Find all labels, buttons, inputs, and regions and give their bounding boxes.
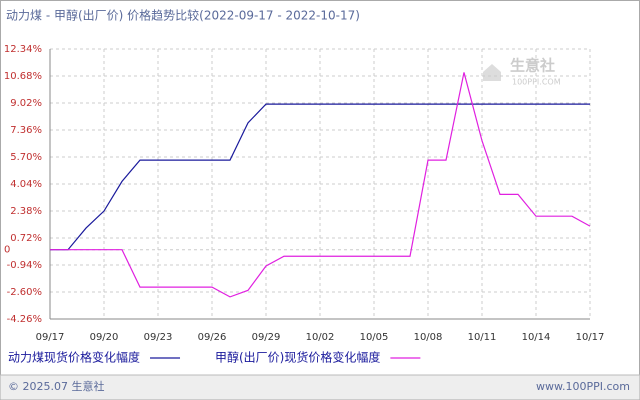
x-tick-label: 10/02 bbox=[306, 332, 335, 343]
footer-bar bbox=[0, 375, 640, 400]
y-tick-label: -4.26% bbox=[7, 314, 42, 325]
x-tick-label: 09/23 bbox=[144, 332, 173, 343]
x-tick-label: 09/29 bbox=[252, 332, 281, 343]
y-tick-label: -0.94% bbox=[7, 260, 42, 271]
x-tick-label: 10/17 bbox=[576, 332, 605, 343]
y-tick-label: 0.72% bbox=[10, 233, 42, 244]
y-tick-label: 10.68% bbox=[4, 71, 42, 82]
x-tick-label: 10/05 bbox=[360, 332, 389, 343]
y-tick-label: 7.36% bbox=[10, 125, 42, 136]
series-line bbox=[50, 72, 591, 298]
x-tick-label: 09/26 bbox=[198, 332, 227, 343]
x-tick-label: 10/11 bbox=[468, 332, 497, 343]
y-tick-label: 0 bbox=[4, 245, 10, 256]
watermark-icon bbox=[483, 64, 501, 81]
y-tick-label: 9.02% bbox=[10, 98, 42, 109]
site-url: www.100PPI.com bbox=[536, 380, 630, 393]
chart-title: 动力煤 - 甲醇(出厂价) 价格趋势比较(2022-09-17 - 2022-1… bbox=[6, 8, 360, 23]
series-line bbox=[50, 103, 590, 251]
y-tick-label: -2.60% bbox=[7, 287, 42, 298]
y-tick-label: 12.34% bbox=[4, 44, 42, 55]
x-tick-label: 09/17 bbox=[36, 332, 65, 343]
x-tick-label: 09/20 bbox=[90, 332, 119, 343]
y-tick-label: 5.70% bbox=[10, 152, 42, 163]
legend-label: 甲醇(出厂价)现货价格变化幅度 bbox=[215, 350, 380, 365]
x-tick-label: 10/08 bbox=[414, 332, 443, 343]
y-tick-label: 4.04% bbox=[10, 179, 42, 190]
x-tick-label: 10/14 bbox=[522, 332, 551, 343]
watermark-name: 生意社 bbox=[510, 57, 555, 75]
copyright: © 2025.07 生意社 bbox=[8, 379, 104, 393]
y-tick-label: 2.38% bbox=[10, 206, 42, 217]
legend-label: 动力煤现货价格变化幅度 bbox=[8, 350, 140, 365]
